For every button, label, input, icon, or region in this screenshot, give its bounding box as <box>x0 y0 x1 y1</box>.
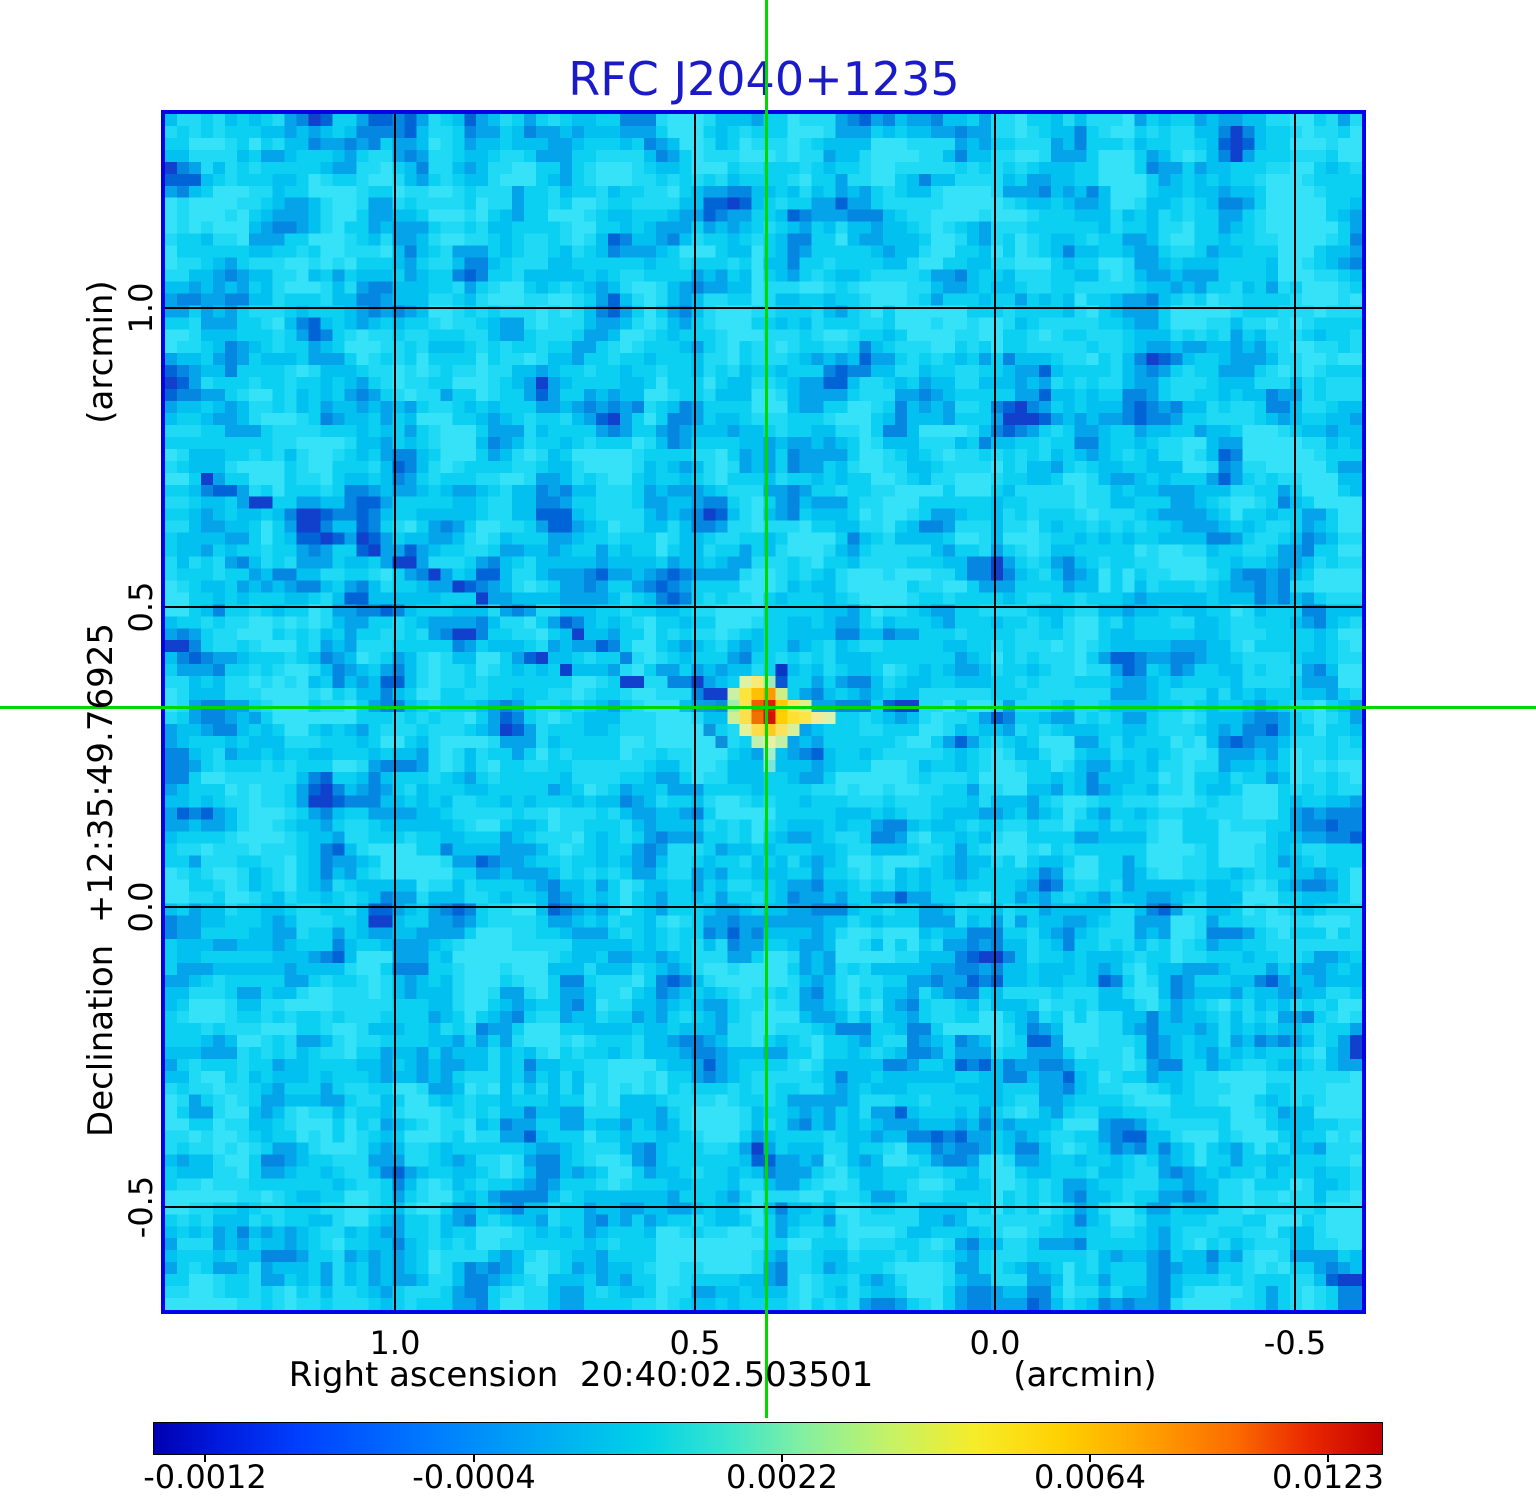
x-axis-label: Right ascension 20:40:02.503501 <box>288 1355 874 1395</box>
sky-map-panel <box>161 110 1366 1314</box>
page-title: RFC J2040+1235 <box>568 52 960 106</box>
x-tick-label: 0.5 <box>669 1324 721 1362</box>
crosshair-vertical-line <box>765 0 768 1418</box>
colorbar-tick-mark <box>1089 1454 1091 1462</box>
colorbar-tick-label: 0.0123 <box>1272 1458 1384 1496</box>
y-axis-label: Declination +12:35:49.76925 <box>81 623 121 1137</box>
y-tick-label: 1.0 <box>122 282 160 334</box>
y-tick-label: 0.5 <box>122 581 160 633</box>
y-tick-label: -0.5 <box>122 1175 160 1239</box>
colorbar-tick-label: -0.0004 <box>412 1458 536 1496</box>
colorbar-tick-label: 0.0022 <box>726 1458 838 1496</box>
colorbar-tick-label: 0.0064 <box>1034 1458 1146 1496</box>
colorbar <box>153 1422 1383 1455</box>
colorbar-tick-mark <box>1327 1454 1329 1462</box>
x-tick-label: 0.0 <box>969 1324 1021 1362</box>
colorbar-tick-mark <box>473 1454 475 1462</box>
colorbar-tick-label: -0.0012 <box>143 1458 267 1496</box>
x-tick-label: 1.0 <box>369 1324 421 1362</box>
y-axis-unit-label: (arcmin) <box>81 280 121 424</box>
colorbar-gradient <box>154 1423 1382 1454</box>
x-tick-label: -0.5 <box>1263 1324 1327 1362</box>
colorbar-tick-mark <box>204 1454 206 1462</box>
x-axis-unit-label: (arcmin) <box>1013 1355 1157 1395</box>
sky-map-canvas <box>165 114 1362 1310</box>
y-tick-label: 0.0 <box>122 881 160 933</box>
crosshair-horizontal-line <box>0 706 1536 709</box>
colorbar-tick-mark <box>781 1454 783 1462</box>
